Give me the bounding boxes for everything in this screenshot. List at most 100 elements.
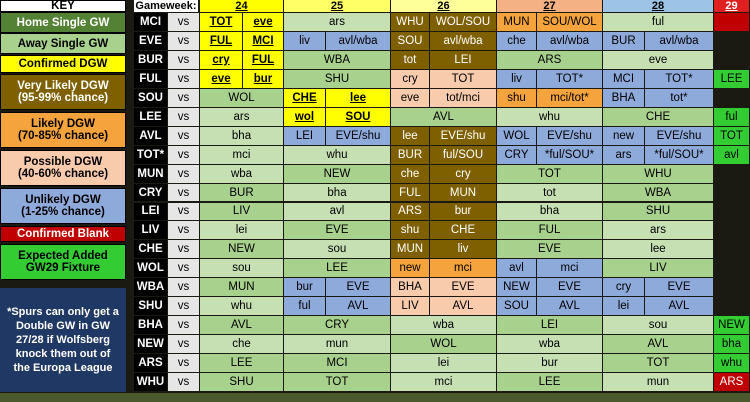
fixture-cell: BUR bbox=[603, 31, 644, 50]
fixture-cell: ful bbox=[603, 13, 713, 31]
fixture-cell: CHE bbox=[603, 107, 713, 126]
fixture-cell: lei bbox=[391, 354, 496, 373]
fixture-cell: avl bbox=[714, 145, 749, 164]
fixture-cell: CRY bbox=[284, 316, 390, 335]
fixture-cell: WHU bbox=[391, 13, 429, 31]
fixture-cell: mci bbox=[200, 145, 283, 164]
fixture-cell bbox=[714, 13, 749, 31]
gameweek-label: Gameweek: bbox=[134, 0, 198, 12]
gameweek-header: 24 bbox=[200, 0, 283, 12]
fixture-cell: whu bbox=[497, 107, 602, 126]
fixture-cell: MCI bbox=[603, 69, 644, 88]
fixture-cell: EVE bbox=[430, 278, 496, 297]
fixture-cell: bha bbox=[284, 183, 390, 202]
vs-label: vs bbox=[168, 69, 199, 88]
fixture-cell: wba bbox=[497, 335, 602, 354]
fixture-cell: AVL bbox=[603, 335, 713, 354]
fixture-cell: che bbox=[391, 164, 429, 183]
fixture-cell: CRY bbox=[497, 145, 536, 164]
fixture-cell: ful/SOU bbox=[430, 145, 496, 164]
key-title: KEY bbox=[0, 0, 126, 12]
fixture-cell: bha bbox=[497, 202, 602, 221]
team-name: SHU bbox=[134, 297, 167, 316]
fixture-cell: SHU bbox=[200, 373, 283, 391]
fixture-cell: SOU/WOL bbox=[537, 13, 602, 31]
fixture-cell: FUL bbox=[497, 221, 602, 240]
fixture-cell: WOL bbox=[497, 126, 536, 145]
fixture-cell: tot/mci bbox=[430, 88, 496, 107]
fixture-cell: tot* bbox=[645, 88, 713, 107]
fixture-cell: ARS bbox=[391, 202, 429, 221]
fixture-cell: lee bbox=[391, 126, 429, 145]
fixture-cell: TOT bbox=[200, 13, 242, 31]
fixture-cell: eve bbox=[243, 13, 283, 31]
team-name: WBA bbox=[134, 278, 167, 297]
team-name: ARS bbox=[134, 354, 167, 373]
fixture-cell: sou bbox=[200, 259, 283, 278]
fixture-cell: new bbox=[603, 126, 644, 145]
vs-label: vs bbox=[168, 373, 199, 391]
vs-label: vs bbox=[168, 259, 199, 278]
fixture-cell: BUR bbox=[200, 183, 283, 202]
fixture-cell: WOL bbox=[391, 335, 496, 354]
fixture-cell: wba bbox=[200, 164, 283, 183]
fixture-cell: NEW bbox=[284, 164, 390, 183]
fixture-cell: whu bbox=[284, 145, 390, 164]
fixture-cell: eve bbox=[603, 50, 713, 69]
fixture-cell: FUL bbox=[391, 183, 429, 202]
fixture-cell: tot bbox=[497, 183, 602, 202]
fixture-cell: LEI bbox=[497, 316, 602, 335]
fixture-cell: lei bbox=[603, 297, 644, 316]
fixture-cell: LEE bbox=[497, 373, 602, 391]
fixture-cell: shu bbox=[497, 88, 536, 107]
fixture-cell: liv bbox=[497, 69, 536, 88]
fixture-cell: ful bbox=[714, 107, 749, 126]
fixture-cell: lee bbox=[326, 88, 390, 107]
key-item: Expected Added GW29 Fixture bbox=[0, 244, 126, 280]
fixture-cell: new bbox=[391, 259, 429, 278]
fixture-cell: liv bbox=[284, 31, 325, 50]
fixture-cell: eve bbox=[391, 88, 429, 107]
fixture-cell: TOT bbox=[714, 126, 749, 145]
fixture-cell: EVE bbox=[497, 240, 602, 259]
fixture-cell: avl bbox=[497, 259, 536, 278]
bottom-strip bbox=[0, 393, 750, 402]
fixture-cell: AVL bbox=[537, 297, 602, 316]
fixture-cell: mun bbox=[603, 373, 713, 391]
fixture-cell: whu bbox=[714, 354, 749, 373]
fixture-cell: FUL bbox=[200, 31, 242, 50]
team-name: CHE bbox=[134, 240, 167, 259]
key-item: Home Single GW bbox=[0, 12, 126, 33]
fixture-cell: WOL bbox=[200, 88, 283, 107]
fixture-cell: wol bbox=[284, 107, 325, 126]
fixture-cell: EVE/shu bbox=[537, 126, 602, 145]
vs-label: vs bbox=[168, 50, 199, 69]
team-name: BUR bbox=[134, 50, 167, 69]
fixture-cell: *ful/SOU* bbox=[537, 145, 602, 164]
vs-label: vs bbox=[168, 31, 199, 50]
key-item: Likely DGW (70-85% chance) bbox=[0, 112, 126, 148]
fixture-cell: BHA bbox=[603, 88, 644, 107]
team-name: WHU bbox=[134, 373, 167, 391]
team-name: NEW bbox=[134, 335, 167, 354]
team-name: LEE bbox=[134, 107, 167, 126]
team-name: EVE bbox=[134, 31, 167, 50]
fixture-cell: CHE bbox=[430, 221, 496, 240]
fixture-cell: WBA bbox=[603, 183, 713, 202]
fixture-cell: FUL bbox=[243, 50, 283, 69]
fixture-cell: LEE bbox=[284, 259, 390, 278]
vs-label: vs bbox=[168, 164, 199, 183]
fixture-cell: WHU bbox=[603, 164, 713, 183]
gameweek-header: 29 bbox=[714, 0, 749, 12]
fixture-cell: ars bbox=[284, 13, 390, 31]
fixture-cell: avl/wba bbox=[430, 31, 496, 50]
fixture-cell: LIV bbox=[391, 297, 429, 316]
fixture-cell: bha bbox=[714, 335, 749, 354]
fixture-cell: mci bbox=[537, 259, 602, 278]
team-name: AVL bbox=[134, 126, 167, 145]
team-name: SOU bbox=[134, 88, 167, 107]
fixture-cell: avl/wba bbox=[645, 31, 713, 50]
fixture-cell: *ful/SOU* bbox=[645, 145, 713, 164]
fixture-cell: CHE bbox=[284, 88, 325, 107]
fixture-cell: shu bbox=[391, 221, 429, 240]
